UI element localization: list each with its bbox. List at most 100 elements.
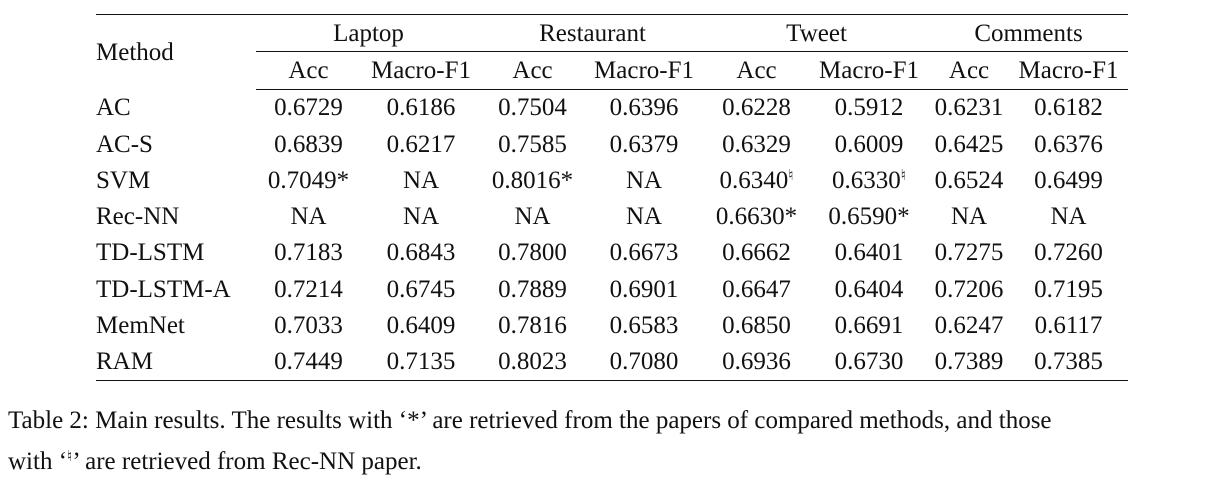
value-cell: 0.6590* — [809, 198, 929, 234]
value-text: 0.6401 — [834, 239, 904, 267]
value-cell: NA — [361, 162, 481, 198]
group-header-laptop: Laptop — [256, 13, 482, 53]
value-cell: 0.6745 — [361, 271, 481, 307]
value-cell: 0.6583 — [584, 307, 704, 343]
group-header-tweet: Tweet — [704, 13, 930, 53]
caption-line-1: Table 2: Main results. The results with … — [8, 407, 1052, 434]
value-cell: 0.7504 — [481, 89, 584, 126]
results-table-container: Method Laptop Restaurant Tweet Comments … — [96, 13, 1129, 381]
value-text: 0.5912 — [834, 94, 904, 122]
results-table: Method Laptop Restaurant Tweet Comments … — [96, 13, 1129, 381]
value-text: 0.6329 — [722, 130, 791, 158]
method-name-cell: AC-S — [96, 130, 153, 158]
value-text: 0.7183 — [274, 239, 343, 267]
value-text: 0.6425 — [934, 130, 1004, 158]
value-cell: 0.6673 — [584, 235, 704, 271]
value-text: 0.6691 — [834, 312, 904, 340]
value-text: 0.6499 — [1034, 166, 1103, 194]
value-cell: 0.7135 — [361, 343, 482, 381]
value-text: 0.6630* — [715, 203, 798, 231]
value-cell: NA — [929, 198, 1009, 234]
value-text: 0.6673 — [609, 239, 679, 267]
value-cell: 0.7214 — [256, 271, 361, 307]
value-cell: 0.6228 — [704, 89, 809, 126]
value-cell: 0.8023 — [481, 343, 585, 381]
value-cell: 0.6730 — [809, 343, 930, 381]
value-text: 0.7585 — [498, 130, 567, 158]
value-cell: 0.6401 — [809, 235, 929, 271]
value-cell: 0.7889 — [481, 271, 584, 307]
value-text: 0.7206 — [934, 275, 1004, 303]
value-text: 0.6379 — [609, 130, 679, 158]
method-name-cell: RAM — [96, 343, 256, 381]
value-text: 0.7260 — [1034, 239, 1103, 267]
value-cell: 0.6247 — [929, 307, 1009, 343]
value-text: 0.6901 — [609, 275, 679, 303]
value-text: NA — [1050, 203, 1087, 231]
method-header: Method — [96, 14, 256, 90]
value-text: 0.7214 — [274, 275, 343, 303]
value-cell: 0.7449 — [256, 343, 361, 381]
caption-line-2: with ‘♮’ are retrieved from Rec-NN paper… — [8, 439, 1220, 480]
table-caption: Table 2: Main results. The results with … — [8, 403, 1220, 480]
value-cell: 0.7206 — [929, 271, 1009, 307]
value-text: 0.7816 — [498, 312, 567, 340]
value-text: 0.7275 — [934, 239, 1004, 267]
table-row: TD-LSTM 0.7183 0.6843 0.7800 0.6673 0.6662 0.6… — [96, 235, 1128, 271]
value-text: 0.6409 — [386, 312, 456, 340]
value-cell: 0.6524 — [929, 162, 1009, 198]
table-row: AC 0.6729 0.6186 0.7504 0.6396 0.6228 0.5912 0.… — [96, 89, 1128, 126]
value-text: NA — [290, 203, 327, 231]
subheader-acc: Acc — [929, 51, 1010, 90]
value-cell: 0.6630* — [704, 198, 809, 234]
value-cell: 0.7800 — [481, 235, 584, 271]
value-cell: 0.7033 — [256, 307, 361, 343]
value-text: 0.6647 — [722, 275, 791, 303]
value-text: 0.7033 — [274, 312, 343, 340]
value-text: 0.7389 — [934, 348, 1004, 376]
value-cell: 0.6396 — [584, 89, 704, 126]
value-text: NA — [625, 203, 663, 231]
table-row: RAM 0.7449 0.7135 0.8023 0.7080 0.6936 0.6730 0… — [96, 343, 1129, 381]
value-text: 0.6228 — [722, 94, 791, 122]
value-cell: 0.7195 — [1009, 271, 1128, 307]
value-cell: 0.7183 — [256, 235, 361, 271]
value-text: 0.7800 — [498, 239, 567, 267]
value-text: NA — [625, 166, 663, 194]
value-text: 0.6404 — [834, 275, 904, 303]
method-name-cell: Rec-NN — [96, 203, 180, 231]
value-text: 0.6247 — [934, 312, 1004, 340]
value-text: 0.6186 — [386, 94, 456, 122]
value-text: 0.6524 — [934, 166, 1004, 194]
value-cell: 0.6425 — [929, 126, 1009, 162]
table-row: Rec-NN NA NA NA NA 0.6630* 0.6590* NA NA — [96, 198, 1128, 234]
caption-line-2-end: ’ are retrieved from Rec-NN paper. — [72, 448, 422, 475]
value-cell: 0.6329 — [704, 126, 809, 162]
value-text: NA — [402, 166, 440, 194]
value-cell: 0.6662 — [704, 235, 809, 271]
value-cell: 0.7080 — [584, 343, 705, 381]
value-cell: NA — [361, 198, 481, 234]
value-text: 0.7504 — [498, 94, 567, 122]
value-cell: 0.6217 — [361, 126, 481, 162]
method-name-cell: TD-LSTM-A — [96, 275, 231, 303]
value-text: 0.7135 — [386, 348, 456, 376]
value-cell: 0.7385 — [1009, 343, 1129, 381]
value-text: 0.7889 — [498, 275, 567, 303]
subheader-acc: Acc — [704, 51, 810, 90]
value-cell: 0.7585 — [481, 126, 584, 162]
header-row-groups: Method Laptop Restaurant Tweet Comments — [96, 13, 1129, 90]
table-row: TD-LSTM-A 0.7214 0.6745 0.7889 0.6901 0.6647 0… — [96, 271, 1128, 307]
subheader-acc: Acc — [481, 51, 585, 90]
value-text: 0.7049* — [267, 166, 350, 194]
value-text: 0.6729 — [274, 94, 343, 122]
value-text: NA — [402, 203, 440, 231]
caption-line-2-start: with ‘ — [8, 448, 68, 475]
table-row: AC-S 0.6839 0.6217 0.7585 0.6379 0.6329 0.6009… — [96, 126, 1128, 162]
value-text: 0.6745 — [386, 275, 456, 303]
value-cell: 0.6404 — [809, 271, 929, 307]
value-text: 0.7385 — [1034, 348, 1103, 376]
value-text: 0.6662 — [722, 239, 791, 267]
value-cell: 0.5912 — [809, 89, 929, 126]
value-text: 0.6340 — [719, 166, 789, 194]
